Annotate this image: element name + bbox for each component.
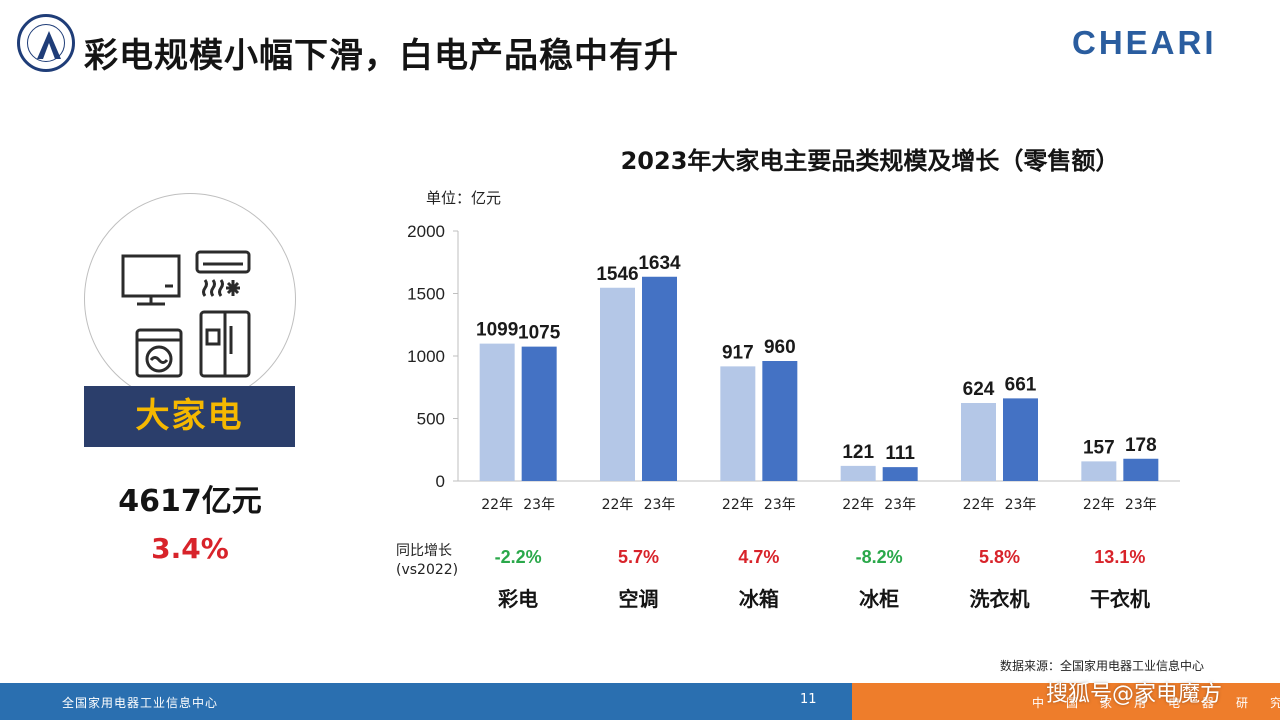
page-title: 彩电规模小幅下滑，白电产品稳中有升: [84, 36, 679, 76]
footer-organization: 全国家用电器工业信息中心: [62, 696, 219, 710]
category-label: 洗衣机: [970, 587, 1030, 611]
air-conditioner-icon: [195, 250, 251, 297]
data-label: 121: [842, 442, 874, 463]
x-tick-label: 23年: [1005, 497, 1037, 513]
data-label: 960: [764, 337, 796, 358]
x-tick-label: 23年: [1125, 497, 1157, 513]
data-label: 1099: [476, 320, 518, 341]
appliance-illustration: [84, 193, 296, 405]
organization-logo: [17, 14, 75, 72]
bar-22年-干衣机: [1081, 461, 1117, 481]
growth-value: -8.2%: [856, 547, 903, 567]
chart-title: 2023年大家电主要品类规模及增长（零售额）: [620, 147, 1120, 175]
data-source: 数据来源：全国家用电器工业信息中心: [1000, 659, 1205, 673]
bar-23年-干衣机: [1123, 458, 1159, 481]
footer-institute: 中国家用电器研究院: [1032, 696, 1280, 710]
brand-logo: CHEARI: [1072, 24, 1217, 61]
bar-23年-洗衣机: [1003, 398, 1038, 481]
x-tick-label: 22年: [602, 497, 634, 513]
growth-value: 4.7%: [738, 547, 779, 567]
bar-22年-洗衣机: [961, 403, 996, 481]
data-label: 157: [1083, 437, 1115, 458]
x-tick-label: 22年: [481, 497, 513, 513]
category-banner: 大家电: [84, 386, 295, 447]
bar-22年-冰柜: [840, 465, 876, 481]
x-tick-label: 22年: [722, 497, 754, 513]
refrigerator-icon: [199, 310, 251, 378]
growth-label-line-1: 同比增长: [396, 543, 452, 559]
data-label: 624: [963, 379, 995, 400]
watermark-caption: 搜狐号@家电魔方: [1046, 682, 1223, 707]
data-label: 917: [722, 342, 754, 363]
unit-label: 单位：亿元: [426, 189, 502, 207]
y-tick-label: 1500: [407, 285, 445, 304]
category-label: 冰柜: [859, 587, 899, 611]
growth-row-label: 同比增长 (vs2022): [396, 542, 458, 580]
data-label: 661: [1005, 374, 1037, 395]
category-label: 彩电: [497, 587, 538, 611]
y-tick-label: 0: [436, 472, 445, 491]
page-number: 11: [800, 692, 817, 707]
bar-22年-空调: [600, 287, 635, 481]
x-tick-label: 23年: [523, 497, 555, 513]
bar-22年-彩电: [479, 343, 515, 481]
growth-value: 13.1%: [1094, 547, 1145, 567]
y-tick-label: 500: [417, 410, 445, 429]
total-growth: 3.4%: [151, 532, 229, 565]
a-letter-icon: [37, 31, 61, 59]
footer-bar-blue: [0, 683, 852, 720]
bar-23年-空调: [642, 276, 677, 481]
y-tick-label: 1000: [407, 347, 445, 366]
bar-23年-冰箱: [762, 361, 798, 481]
footer-bar-orange: [852, 683, 1280, 720]
y-tick-label: 2000: [407, 222, 445, 241]
data-label: 1546: [596, 264, 638, 285]
x-tick-label: 22年: [963, 497, 995, 513]
x-tick-label: 23年: [884, 497, 916, 513]
data-label: 111: [885, 443, 915, 464]
growth-value: 5.8%: [979, 547, 1020, 567]
data-label: 178: [1125, 435, 1157, 456]
category-label: 干衣机: [1090, 587, 1150, 611]
data-label: 1075: [518, 323, 561, 344]
growth-label-line-2: (vs2022): [396, 562, 459, 578]
total-value: 4617亿元: [118, 484, 262, 519]
data-label: 1634: [638, 253, 681, 274]
growth-value: 5.7%: [618, 547, 659, 567]
category-label: 冰箱: [739, 587, 779, 611]
growth-value: -2.2%: [495, 547, 542, 567]
bar-23年-彩电: [521, 346, 557, 481]
category-label: 空调: [619, 587, 659, 611]
tv-icon: [121, 254, 181, 306]
x-tick-label: 23年: [644, 497, 676, 513]
x-tick-label: 22年: [842, 497, 874, 513]
washing-machine-icon: [135, 328, 183, 378]
bar-23年-冰柜: [882, 467, 918, 481]
x-tick-label: 22年: [1083, 497, 1115, 513]
bar-22年-冰箱: [720, 366, 756, 481]
x-tick-label: 23年: [764, 497, 796, 513]
